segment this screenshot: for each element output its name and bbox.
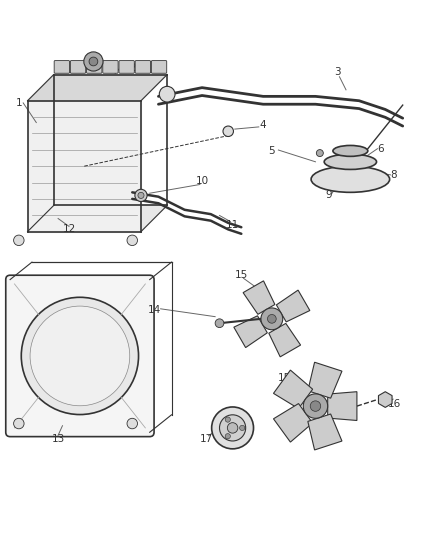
Ellipse shape [323, 154, 376, 169]
Circle shape [215, 319, 223, 328]
Circle shape [239, 425, 244, 431]
Circle shape [127, 418, 137, 429]
FancyBboxPatch shape [102, 61, 118, 73]
Polygon shape [327, 392, 356, 421]
Circle shape [310, 401, 320, 411]
Polygon shape [307, 414, 341, 450]
FancyBboxPatch shape [86, 61, 102, 73]
Polygon shape [276, 290, 309, 322]
Circle shape [14, 418, 24, 429]
Polygon shape [307, 362, 341, 398]
Circle shape [159, 86, 175, 102]
Circle shape [211, 407, 253, 449]
FancyBboxPatch shape [6, 275, 154, 437]
Circle shape [225, 417, 230, 422]
Text: 12: 12 [62, 224, 75, 235]
Text: 15: 15 [278, 373, 291, 383]
Circle shape [14, 235, 24, 246]
Text: 13: 13 [51, 434, 64, 444]
Text: 15: 15 [234, 270, 247, 280]
Text: 8: 8 [390, 170, 396, 180]
Polygon shape [268, 324, 300, 357]
Circle shape [225, 434, 230, 439]
Ellipse shape [332, 146, 367, 156]
Text: 14: 14 [147, 305, 160, 315]
Text: 5: 5 [268, 146, 275, 156]
Circle shape [267, 314, 276, 323]
Ellipse shape [311, 166, 389, 192]
Text: 4: 4 [259, 120, 266, 130]
Polygon shape [273, 370, 312, 409]
Text: 2: 2 [129, 63, 135, 73]
Text: 9: 9 [325, 190, 331, 199]
FancyBboxPatch shape [70, 61, 85, 73]
FancyBboxPatch shape [54, 61, 69, 73]
Circle shape [127, 235, 137, 246]
Text: 17: 17 [199, 434, 212, 444]
Circle shape [89, 57, 98, 66]
Circle shape [223, 126, 233, 136]
Circle shape [84, 52, 103, 71]
Text: 6: 6 [377, 144, 383, 154]
FancyBboxPatch shape [151, 61, 166, 73]
FancyBboxPatch shape [135, 61, 150, 73]
Circle shape [260, 308, 282, 330]
Circle shape [219, 415, 245, 441]
Polygon shape [28, 205, 167, 232]
Circle shape [303, 394, 327, 418]
Text: 10: 10 [195, 176, 208, 187]
Polygon shape [28, 101, 141, 232]
Polygon shape [243, 281, 274, 314]
Text: 16: 16 [386, 399, 400, 409]
Circle shape [30, 306, 130, 406]
Polygon shape [378, 392, 391, 407]
Circle shape [134, 189, 147, 201]
FancyBboxPatch shape [119, 61, 134, 73]
Circle shape [316, 150, 322, 157]
Polygon shape [273, 403, 312, 442]
Polygon shape [233, 316, 267, 348]
Text: 1: 1 [15, 98, 22, 108]
Polygon shape [28, 75, 167, 101]
Text: 3: 3 [333, 67, 340, 77]
Circle shape [21, 297, 138, 415]
Circle shape [138, 192, 144, 198]
Circle shape [227, 423, 237, 433]
Text: 11: 11 [226, 220, 239, 230]
